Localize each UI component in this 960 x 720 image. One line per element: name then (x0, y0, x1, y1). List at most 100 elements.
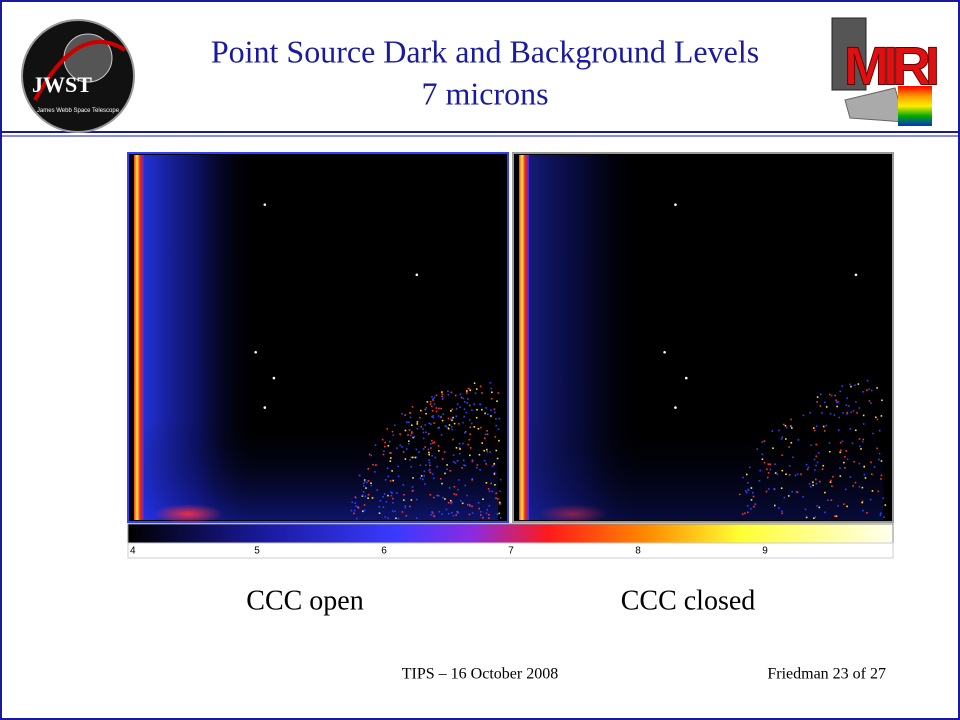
speckle (416, 421, 419, 423)
speckle (488, 490, 491, 492)
speckle (495, 424, 497, 427)
speckle (498, 501, 501, 504)
speckle (440, 478, 442, 480)
speckle (450, 391, 453, 394)
speckle (774, 463, 776, 465)
speckle (846, 411, 849, 414)
speckle (479, 385, 482, 387)
speckle (838, 416, 841, 419)
speckle (382, 506, 385, 508)
speckle (459, 406, 461, 409)
speckle (459, 393, 462, 395)
speckle (416, 427, 419, 430)
speckle (481, 408, 483, 411)
speckle (846, 458, 849, 461)
speckle (486, 430, 488, 432)
speckle (456, 511, 459, 513)
speckle (454, 394, 457, 397)
speckle (815, 425, 818, 427)
speckle (357, 507, 360, 509)
speckle (783, 496, 786, 499)
speckle (850, 411, 852, 414)
speckle (437, 445, 440, 447)
speckle (436, 465, 439, 468)
speckle (363, 509, 366, 512)
speckle (433, 396, 436, 399)
speckle (795, 491, 798, 493)
speckle (498, 512, 501, 515)
speckle (491, 490, 494, 493)
speckle (813, 427, 815, 429)
colorbar-axis (127, 542, 894, 559)
speckle (458, 423, 460, 425)
speckle (879, 512, 882, 515)
speckle (404, 414, 406, 416)
speckle (463, 408, 466, 410)
speckle (426, 401, 429, 403)
speckle (453, 485, 456, 488)
logo-text: MIRI (844, 36, 940, 96)
speckle (363, 482, 365, 484)
speckle (409, 416, 412, 419)
speckle (447, 502, 450, 504)
speckle (392, 434, 395, 436)
speckle (431, 511, 433, 513)
speckle (822, 425, 825, 428)
speckle (877, 490, 880, 493)
speckle (415, 456, 418, 459)
speckle (445, 508, 448, 511)
speckle (493, 408, 496, 411)
speckle (746, 505, 749, 507)
star (254, 350, 257, 354)
speckle (484, 433, 487, 436)
speckle (744, 490, 747, 492)
speckle (399, 433, 401, 435)
speckle (487, 488, 490, 490)
speckle (858, 407, 861, 409)
speckle (408, 421, 410, 423)
speckle (405, 515, 408, 517)
speckle (781, 454, 783, 456)
speckle (861, 486, 864, 489)
speckle (403, 499, 405, 501)
speckle (780, 438, 783, 440)
speckle (476, 408, 478, 411)
speckle (350, 509, 353, 512)
speckle (883, 516, 885, 518)
speckle (467, 503, 469, 506)
speckle (471, 512, 474, 514)
speckle (855, 429, 857, 432)
speckle (430, 514, 433, 516)
speckle (423, 475, 426, 477)
speckle (780, 487, 783, 489)
speckle (880, 478, 882, 480)
speckle (429, 401, 432, 403)
speckle (836, 405, 838, 408)
speckle (796, 491, 799, 493)
speckle (490, 415, 492, 417)
logo-rainbow (898, 86, 932, 126)
speckle (444, 425, 447, 427)
speckle (468, 513, 471, 516)
speckle (483, 449, 485, 452)
speckle (412, 477, 414, 479)
speckle (744, 512, 746, 515)
speckle (433, 441, 436, 443)
speckle (496, 457, 499, 460)
speckle (424, 446, 426, 448)
speckle (485, 463, 487, 465)
speckle (876, 387, 878, 389)
edge-stripe (134, 155, 144, 520)
speckle (856, 412, 858, 414)
speckle (389, 440, 391, 443)
star (674, 406, 677, 409)
speckle (788, 446, 790, 448)
speckle (441, 395, 443, 398)
speckle (474, 392, 477, 394)
speckle (387, 475, 390, 478)
speckle (767, 472, 770, 474)
speckle (844, 456, 846, 458)
speckle (821, 412, 823, 414)
speckle (841, 440, 844, 443)
speckle (411, 431, 413, 433)
